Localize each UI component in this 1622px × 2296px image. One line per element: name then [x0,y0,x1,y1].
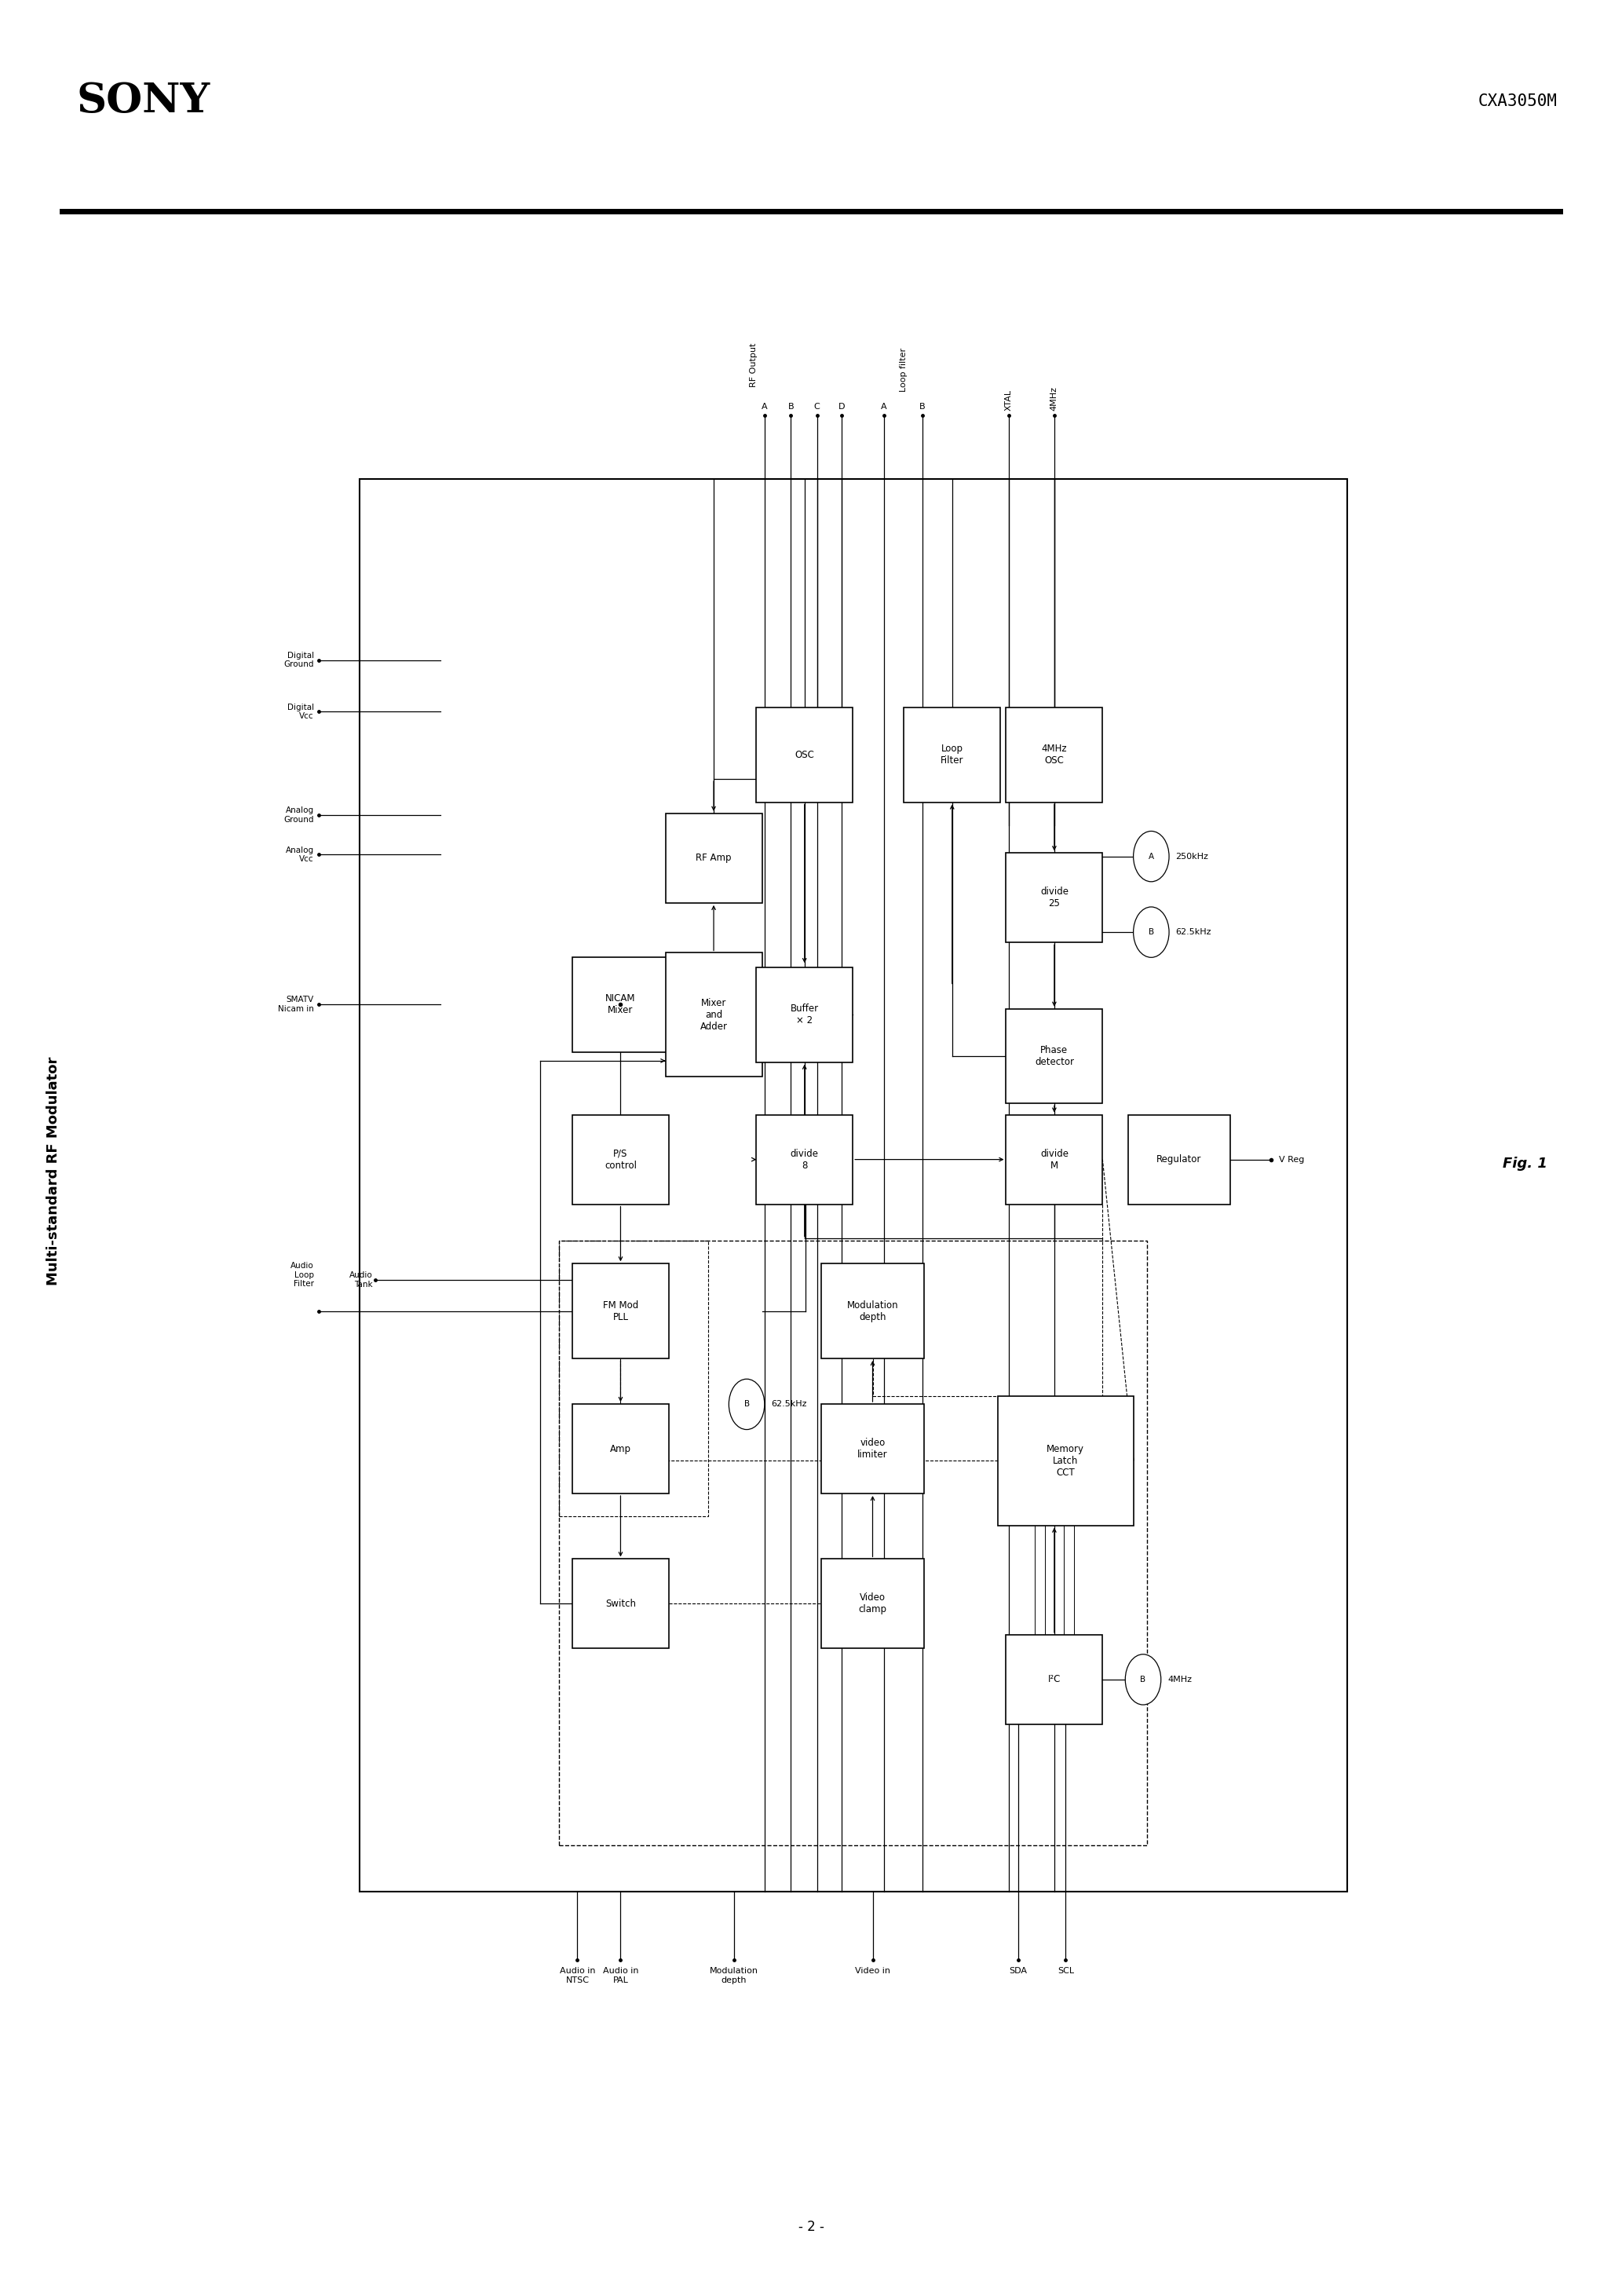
Text: Multi-standard RF Modulator: Multi-standard RF Modulator [47,1056,60,1286]
Bar [1006,1008,1103,1104]
Text: B: B [920,402,926,411]
Circle shape [1134,907,1169,957]
Text: RF Output: RF Output [749,342,757,388]
Bar [756,967,853,1063]
Text: SDA: SDA [1009,1968,1027,1975]
Text: SCL: SCL [1058,1968,1074,1975]
Text: XTAL: XTAL [1006,388,1012,411]
Text: Loop filter: Loop filter [899,349,907,393]
Bar [822,1263,925,1359]
Bar [1127,1116,1229,1205]
Text: Modulation
depth: Modulation depth [710,1968,759,1984]
Bar [1006,707,1103,801]
Text: divide
25: divide 25 [1040,886,1069,909]
Text: SONY: SONY [76,80,209,122]
Text: A: A [881,402,887,411]
Text: Analog
Ground: Analog Ground [284,806,315,824]
Text: FM Mod
PLL: FM Mod PLL [603,1300,639,1322]
Bar [665,813,762,902]
Text: RF Amp: RF Amp [696,854,732,863]
Circle shape [728,1380,764,1430]
Text: P/S
control: P/S control [605,1148,637,1171]
Text: Memory
Latch
CCT: Memory Latch CCT [1046,1444,1085,1479]
Text: 62.5kHz: 62.5kHz [770,1401,806,1407]
Bar [1006,1635,1103,1724]
Circle shape [1126,1653,1161,1704]
Text: Mixer
and
Adder: Mixer and Adder [701,999,727,1031]
Text: divide
M: divide M [1040,1148,1069,1171]
Text: Switch: Switch [605,1598,636,1609]
Text: B: B [1148,928,1153,937]
Bar [1006,1116,1103,1205]
Text: divide
8: divide 8 [790,1148,819,1171]
Text: video
limiter: video limiter [858,1437,887,1460]
Text: Audio in
PAL: Audio in PAL [603,1968,639,1984]
Bar [573,1116,668,1205]
Text: Digital
Ground: Digital Ground [284,652,315,668]
Text: 250kHz: 250kHz [1176,852,1208,861]
Text: Fig. 1: Fig. 1 [1502,1157,1547,1171]
Text: A: A [1148,852,1153,861]
Bar [1006,852,1103,941]
Text: Audio
Tank: Audio Tank [349,1272,373,1288]
Text: 4MHz: 4MHz [1051,386,1058,411]
Bar [756,1116,853,1205]
Text: Analog
Vcc: Analog Vcc [285,847,315,863]
Text: Phase
detector: Phase detector [1035,1045,1074,1068]
Text: V Reg: V Reg [1278,1155,1304,1164]
Text: NICAM
Mixer: NICAM Mixer [605,994,636,1015]
Text: A: A [762,402,767,411]
Text: - 2 -: - 2 - [798,2220,824,2234]
Bar [560,1240,1147,1846]
Text: 62.5kHz: 62.5kHz [1176,928,1212,937]
Text: B: B [744,1401,749,1407]
Text: D: D [839,402,845,411]
Bar [822,1405,925,1495]
Text: Regulator: Regulator [1156,1155,1202,1164]
Text: SMATV
Nicam in: SMATV Nicam in [277,996,315,1013]
Text: Buffer
× 2: Buffer × 2 [790,1003,819,1026]
Text: Modulation
depth: Modulation depth [847,1300,899,1322]
Text: B: B [1140,1676,1145,1683]
Text: C: C [814,402,821,411]
Bar [560,1240,707,1518]
Bar [573,1559,668,1649]
Text: Video in: Video in [855,1968,890,1975]
Text: 4MHz
OSC: 4MHz OSC [1041,744,1067,767]
Bar [360,480,1348,1892]
Text: OSC: OSC [795,751,814,760]
Bar [998,1396,1134,1525]
Bar [573,957,668,1052]
Bar [573,1405,668,1495]
Bar [665,953,762,1077]
Bar [903,707,1001,801]
Bar [756,707,853,801]
Text: Amp: Amp [610,1444,631,1453]
Text: B: B [788,402,793,411]
Text: 4MHz: 4MHz [1168,1676,1192,1683]
Bar [822,1559,925,1649]
Text: Audio in
NTSC: Audio in NTSC [560,1968,595,1984]
Text: Audio
Loop
Filter: Audio Loop Filter [290,1263,315,1288]
Text: I²C: I²C [1048,1674,1061,1685]
Text: CXA3050M: CXA3050M [1478,94,1557,108]
Text: Video
clamp: Video clamp [858,1593,887,1614]
Text: Loop
Filter: Loop Filter [941,744,963,767]
Text: Digital
Vcc: Digital Vcc [287,703,315,721]
Bar [573,1263,668,1359]
Circle shape [1134,831,1169,882]
